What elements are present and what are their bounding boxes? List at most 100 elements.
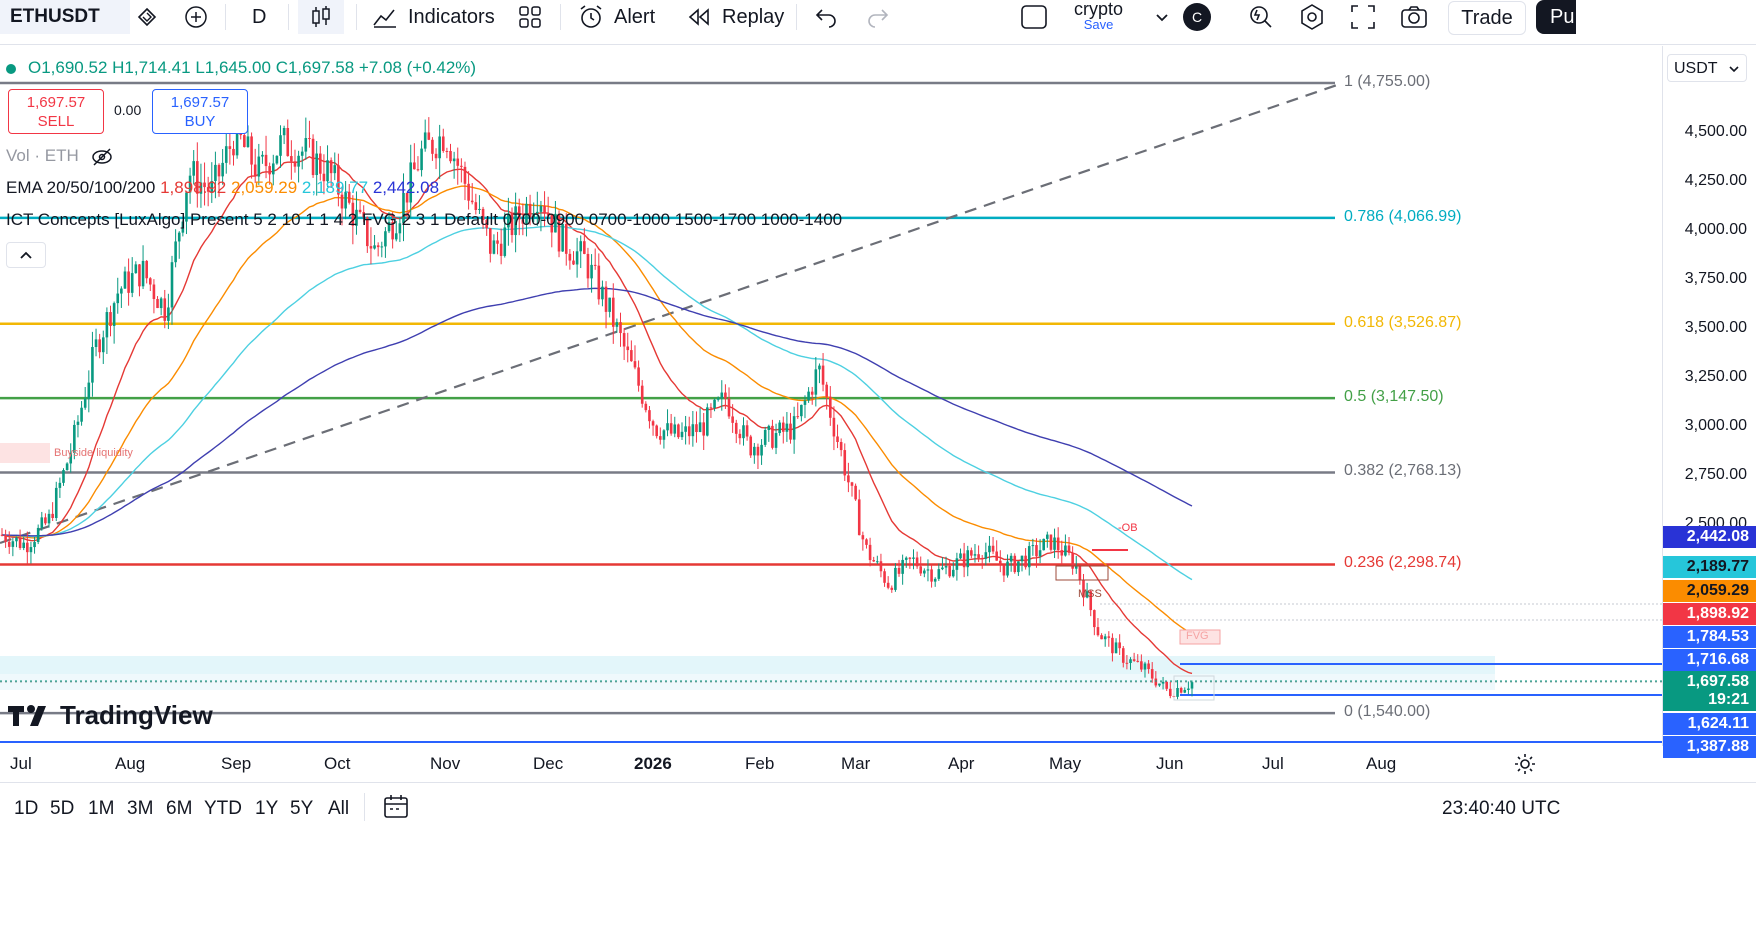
- calendar-range-icon[interactable]: [382, 793, 410, 821]
- interval-button[interactable]: D: [252, 0, 266, 34]
- layout-name: crypto: [1074, 0, 1124, 19]
- candle-body: [268, 166, 271, 175]
- candle-body: [937, 569, 941, 579]
- fib-level-label: 0.5 (3,147.50): [1344, 388, 1444, 406]
- candle-body: [615, 322, 619, 327]
- currency-select[interactable]: USDT: [1667, 54, 1747, 82]
- indicators-button[interactable]: Indicators: [372, 0, 495, 34]
- publish-button[interactable]: Pu: [1536, 0, 1576, 34]
- timeframe-button[interactable]: 5Y: [290, 798, 314, 819]
- candle-body: [1082, 580, 1085, 598]
- volume-legend[interactable]: Vol · ETH: [6, 146, 113, 166]
- candle-body: [1136, 660, 1140, 662]
- candle-body: [706, 407, 709, 436]
- candle-body: [358, 209, 362, 213]
- templates-grid-icon[interactable]: [518, 0, 542, 34]
- candle-body: [362, 212, 366, 218]
- chart-pane[interactable]: O1,690.52 H1,714.41 L1,645.00 C1,697.58 …: [0, 46, 1662, 746]
- candle-body: [261, 154, 264, 157]
- candle-body: [948, 566, 951, 577]
- compare-add-icon[interactable]: [184, 0, 208, 34]
- candle-body: [409, 162, 413, 203]
- candle-body: [1056, 537, 1060, 551]
- candle-body: [134, 264, 138, 274]
- candle-body: [264, 154, 268, 167]
- candle-body: [1038, 550, 1042, 557]
- candle-body: [702, 422, 706, 436]
- price-chart-svg[interactable]: [0, 46, 1662, 746]
- candle-body: [861, 535, 865, 540]
- candle-body: [15, 537, 18, 542]
- alert-button[interactable]: Alert: [578, 0, 655, 34]
- indicators-label: Indicators: [408, 5, 495, 28]
- settings-gear-icon[interactable]: [1298, 0, 1326, 34]
- undo-icon[interactable]: [814, 0, 838, 34]
- candle-type-icon[interactable]: [298, 0, 344, 34]
- redo-icon[interactable]: [866, 0, 890, 34]
- candle-body: [445, 150, 449, 152]
- candle-body: [684, 426, 687, 432]
- sell-button[interactable]: 1,697.57 SELL: [8, 89, 104, 134]
- trade-button[interactable]: Trade: [1448, 1, 1526, 35]
- buy-button[interactable]: 1,697.57 BUY: [152, 89, 248, 134]
- candle-body: [431, 139, 434, 154]
- timeframe-button[interactable]: 5D: [50, 798, 75, 819]
- layout-save-button[interactable]: crypto Save: [1074, 0, 1123, 34]
- ema-legend[interactable]: EMA 20/50/100/200 1,898.92 2,059.29 2,18…: [6, 178, 439, 198]
- time-tick: Aug: [115, 754, 146, 773]
- price-axis-label: 1,784.53: [1663, 626, 1756, 648]
- candle-body: [814, 369, 818, 395]
- time-tick: Dec: [533, 754, 564, 773]
- price-axis-label: 2,442.08: [1663, 526, 1756, 548]
- timeframe-button[interactable]: 1Y: [255, 798, 279, 819]
- quick-search-icon[interactable]: [1248, 0, 1274, 34]
- candle-body: [485, 220, 488, 229]
- replay-button[interactable]: Replay: [686, 0, 784, 34]
- settings-gear-icon[interactable]: [1513, 752, 1537, 776]
- candles: [0, 102, 1194, 700]
- layout-square-icon[interactable]: [1020, 0, 1048, 34]
- bookmark-icon[interactable]: [136, 0, 158, 34]
- candle-body: [836, 436, 839, 443]
- collapse-legend-button[interactable]: [6, 242, 46, 268]
- utc-clock[interactable]: 23:40:40 UTC: [1442, 798, 1561, 819]
- timeframe-button[interactable]: YTD: [204, 798, 242, 819]
- timeframe-button[interactable]: 6M: [166, 798, 193, 819]
- eye-off-icon[interactable]: [91, 147, 113, 166]
- time-axis[interactable]: Jul Aug Sep Oct Nov Dec 2026 Feb Mar Apr May Jun Jul…: [0, 746, 1662, 782]
- candle-body: [315, 153, 318, 176]
- camera-icon[interactable]: [1400, 0, 1428, 34]
- candle-body: [897, 567, 901, 574]
- candle-body: [1143, 663, 1147, 670]
- candle-body: [941, 567, 944, 570]
- fib-level-label: 0.236 (2,298.74): [1344, 554, 1462, 572]
- bottom-toolbar: 1D 5D 1M 3M 6M YTD 1Y 5Y All 23:40:40 UTC: [0, 782, 1756, 833]
- timeframe-button[interactable]: 1D: [14, 798, 39, 819]
- candle-body: [912, 557, 915, 559]
- candle-body: [221, 162, 224, 177]
- sell-label: SELL: [37, 113, 75, 130]
- candle-body: [326, 160, 329, 182]
- timeframe-button[interactable]: 3M: [127, 798, 154, 819]
- avatar[interactable]: C: [1183, 0, 1211, 34]
- candle-body: [568, 253, 572, 261]
- buyside-liquidity-box: [0, 443, 50, 463]
- candle-body: [564, 223, 568, 254]
- candle-body: [65, 463, 69, 471]
- candle-body: [955, 558, 959, 570]
- price-axis[interactable]: USDT 4,500.00 4,250.00 4,000.00 3,750.00 3,5…: [1662, 46, 1756, 758]
- candle-body: [496, 240, 499, 244]
- fib-retracement[interactable]: [0, 81, 1335, 715]
- candle-body: [257, 156, 261, 177]
- symbol-search[interactable]: ETHUSDT: [0, 0, 130, 34]
- ict-legend[interactable]: ICT Concepts [LuxAlgo] Present 5 2 10 1 …: [6, 210, 843, 229]
- timeframe-button[interactable]: All: [328, 798, 350, 819]
- price-axis-label: 2,059.29: [1663, 580, 1756, 602]
- buy-label: BUY: [184, 113, 216, 130]
- fullscreen-icon[interactable]: [1350, 0, 1376, 34]
- candle-body: [467, 183, 470, 201]
- candle-body: [478, 208, 481, 210]
- timeframe-button[interactable]: 1M: [88, 798, 115, 819]
- chevron-down-icon[interactable]: [1154, 0, 1170, 34]
- candle-body: [156, 299, 159, 309]
